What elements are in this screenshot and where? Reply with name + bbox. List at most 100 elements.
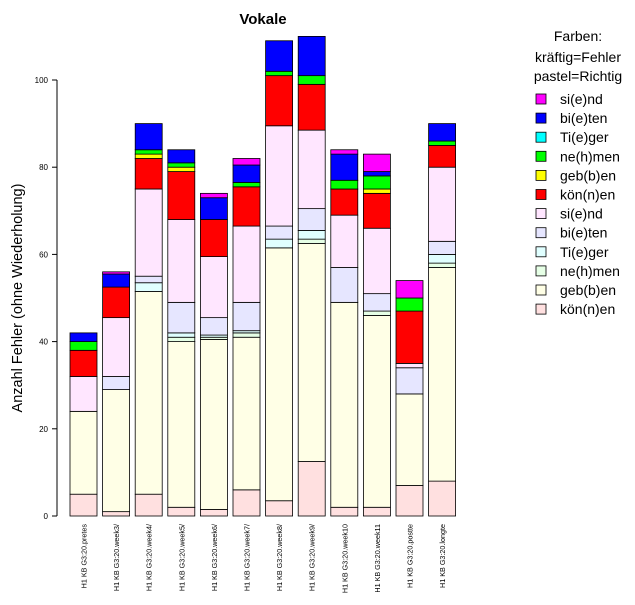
bar-segment bbox=[362, 310, 391, 316]
bars bbox=[69, 36, 457, 517]
bar-segment bbox=[428, 267, 457, 482]
bar-segment bbox=[232, 158, 261, 166]
x-tick-label: H1 KB G3:20.week6/ bbox=[210, 524, 219, 591]
y-tick-label: 20 bbox=[39, 425, 48, 434]
bar-stack bbox=[69, 332, 98, 517]
bar-segment bbox=[134, 282, 163, 292]
bar-segment bbox=[330, 153, 359, 181]
bar-segment bbox=[297, 243, 326, 462]
x-tick-label: H1 KB G3:20.week4/ bbox=[145, 524, 154, 591]
bar-segment bbox=[199, 256, 228, 319]
legend-swatch bbox=[535, 131, 547, 143]
legend-swatch bbox=[535, 150, 547, 162]
bar-segment bbox=[428, 166, 457, 242]
legend-title-line-1: Farben: bbox=[554, 28, 602, 44]
bar-segment bbox=[167, 219, 196, 303]
legend-label: bi(e)ten bbox=[560, 225, 607, 241]
bar-segment bbox=[428, 480, 457, 517]
bar-segment bbox=[69, 376, 98, 412]
legend-swatch bbox=[535, 246, 547, 258]
bar-segment bbox=[232, 186, 261, 227]
chart-title: Vokale bbox=[239, 11, 286, 28]
bar-segment bbox=[167, 332, 196, 338]
bar-segment bbox=[265, 70, 294, 77]
x-tick-label: H1 KB G3:20.week5/ bbox=[177, 524, 186, 591]
legend-label: ne(h)men bbox=[560, 263, 620, 279]
bar-segment bbox=[330, 149, 359, 155]
x-tick-label: H1 KB G3:20.week7/ bbox=[243, 524, 252, 591]
legend-label: geb(b)en bbox=[560, 282, 616, 298]
bar-segment bbox=[297, 461, 326, 517]
bar-stack bbox=[232, 158, 261, 517]
bar-segment bbox=[232, 225, 261, 303]
bar-segment bbox=[232, 301, 261, 332]
bar-segment bbox=[134, 149, 163, 155]
y-axis-label: Anzahl Fehler (ohne Wiederholung) bbox=[10, 184, 26, 413]
bar-segment bbox=[232, 164, 261, 183]
bar-segment bbox=[69, 493, 98, 517]
bar-segment bbox=[232, 489, 261, 517]
bar-segment bbox=[69, 341, 98, 351]
bar-segment bbox=[134, 275, 163, 284]
bar-stack bbox=[134, 123, 163, 517]
bar-segment bbox=[232, 332, 261, 338]
bar-stack bbox=[395, 280, 424, 517]
bar-segment bbox=[199, 192, 228, 199]
bar-segment bbox=[395, 485, 424, 517]
bar-segment bbox=[232, 336, 261, 491]
bar-segment bbox=[134, 188, 163, 277]
bar-segment bbox=[395, 280, 424, 299]
bar-segment bbox=[265, 500, 294, 517]
bar-segment bbox=[134, 153, 163, 159]
y-tick-label: 60 bbox=[39, 250, 48, 259]
y-tick-label: 80 bbox=[39, 163, 48, 172]
bar-segment bbox=[395, 362, 424, 369]
legend-swatch bbox=[535, 227, 547, 239]
bar-segment bbox=[167, 171, 196, 220]
bar-segment bbox=[297, 208, 326, 231]
bar-segment bbox=[102, 286, 130, 319]
bar-segment bbox=[330, 301, 359, 508]
bar-segment bbox=[362, 227, 391, 295]
legend-label: ne(h)men bbox=[560, 148, 620, 164]
bar-segment bbox=[69, 349, 98, 377]
bar-segment bbox=[297, 36, 326, 77]
legend-label: bi(e)ten bbox=[560, 110, 607, 126]
bar-segment bbox=[69, 410, 98, 495]
bar-segment bbox=[330, 179, 359, 190]
bar-segment bbox=[330, 214, 359, 268]
bar-segment bbox=[297, 75, 326, 85]
bar-segment bbox=[102, 271, 130, 275]
x-tick-labels: H1 KB G3:20.pretes H1 KB G3:20.week3/H1 K… bbox=[80, 524, 448, 594]
bar-segment bbox=[199, 219, 228, 257]
legend-label: geb(b)en bbox=[560, 167, 616, 183]
bar-segment bbox=[330, 188, 359, 216]
bar-segment bbox=[167, 166, 196, 172]
bar-segment bbox=[395, 297, 424, 312]
legend-label: Ti(e)ger bbox=[560, 244, 609, 260]
legend-swatch bbox=[535, 169, 547, 181]
x-tick-label: H1 KB G3:20.week10 bbox=[340, 524, 349, 593]
bar-segment bbox=[199, 509, 228, 517]
bar-segment bbox=[297, 230, 326, 240]
bar-segment bbox=[265, 238, 294, 249]
bar-segment bbox=[167, 336, 196, 342]
bar-segment bbox=[395, 367, 424, 395]
bar-stack bbox=[102, 271, 130, 517]
bar-stack bbox=[428, 123, 457, 517]
bar-segment bbox=[395, 310, 424, 364]
y-tick-label: 0 bbox=[44, 512, 49, 521]
bar-segment bbox=[134, 123, 163, 151]
bar-segment bbox=[134, 158, 163, 190]
bar-stack bbox=[362, 153, 391, 517]
legend-label: si(e)nd bbox=[560, 206, 603, 222]
bar-stack bbox=[199, 192, 228, 517]
bar-segment bbox=[362, 506, 391, 517]
bar-segment bbox=[102, 273, 130, 288]
bar-segment bbox=[167, 301, 196, 334]
bar-segment bbox=[199, 197, 228, 220]
bar-segment bbox=[330, 267, 359, 303]
bar-segment bbox=[265, 40, 294, 72]
bar-segment bbox=[297, 238, 326, 244]
